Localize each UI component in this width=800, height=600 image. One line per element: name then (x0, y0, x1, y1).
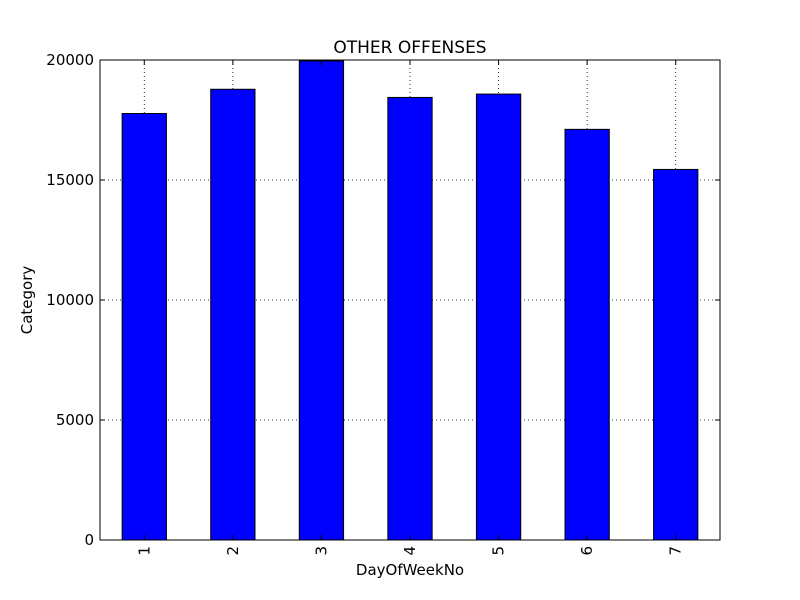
bar-7 (653, 168, 699, 541)
bar-4 (387, 96, 433, 541)
tick-labels: 0 5000 10000 15000 20000 1 2 3 4 5 6 7 (46, 51, 684, 556)
bar-6 (564, 128, 610, 541)
x-tick-label: 1 (135, 546, 153, 556)
y-tick-label: 15000 (46, 171, 94, 189)
y-tick-label: 5000 (56, 411, 94, 429)
bar-1 (121, 113, 167, 541)
chart-title: OTHER OFFENSES (333, 38, 486, 58)
y-tick-label: 10000 (46, 291, 94, 309)
bar-3 (298, 60, 345, 541)
x-tick-label: 4 (401, 546, 419, 556)
y-tick-label: 0 (84, 531, 94, 549)
x-tick-label: 5 (490, 546, 508, 556)
x-tick-label: 7 (667, 546, 685, 556)
bar-5 (475, 93, 522, 541)
x-tick-label: 6 (578, 546, 596, 556)
x-tick-label: 2 (224, 546, 242, 556)
bar-2 (210, 88, 256, 541)
tick-marks (100, 59, 720, 541)
y-axis-label: Category (18, 266, 36, 335)
x-axis-label: DayOfWeekNo (356, 561, 464, 579)
bars (121, 60, 699, 541)
x-tick-label: 3 (312, 546, 330, 556)
y-tick-label: 20000 (46, 51, 94, 69)
